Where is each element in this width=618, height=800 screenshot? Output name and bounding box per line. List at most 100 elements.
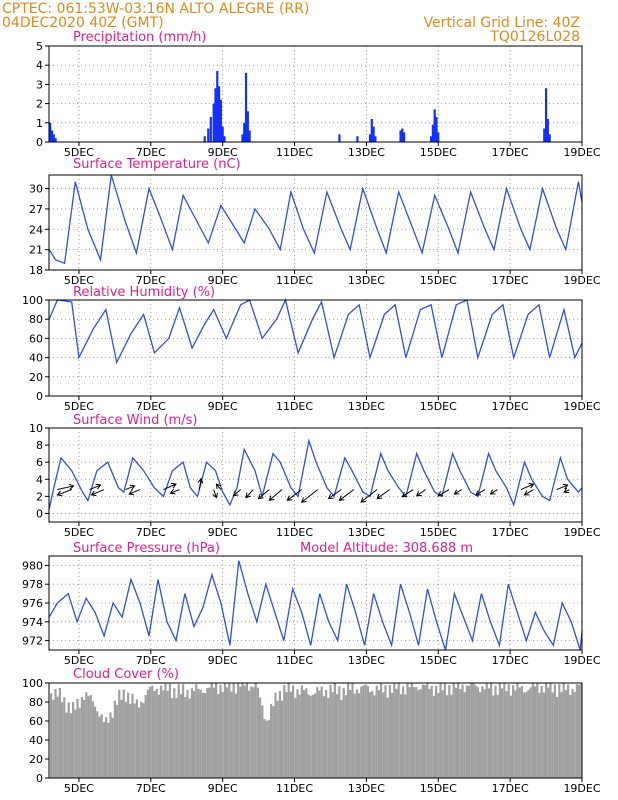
cloud-bar: [507, 684, 510, 778]
cloud-bar: [556, 696, 559, 778]
cloud-bar: [285, 691, 288, 778]
cloud-bar: [274, 692, 277, 778]
cloud-bar: [292, 685, 295, 778]
panel-4-xtick-label: 19DEC: [563, 526, 600, 539]
cloud-bar: [217, 694, 220, 778]
panel-6-xtick-label: 19DEC: [563, 782, 600, 795]
cloud-bar: [545, 683, 548, 778]
cloud-bar: [549, 683, 552, 778]
cloud-bar: [162, 690, 165, 778]
cloud-bar: [190, 688, 193, 778]
wind-vector: [475, 489, 486, 496]
cloud-bar: [419, 689, 422, 778]
cloud-bar: [272, 705, 275, 778]
cloud-bar: [369, 692, 372, 778]
cloud-bar: [105, 717, 108, 778]
cloud-bar: [177, 684, 180, 778]
wind-vector-head: [563, 487, 570, 494]
cloud-bar: [89, 694, 92, 778]
cloud-bar: [520, 686, 523, 778]
wind-vector-head: [128, 489, 135, 496]
wind-vector-head: [286, 495, 293, 501]
precip-bar: [203, 136, 206, 142]
panel-5-xtick-label: 15DEC: [420, 654, 457, 667]
cloud-bar: [327, 698, 330, 778]
panel-2-ytick-label: 21: [29, 244, 43, 257]
cloud-bar: [135, 699, 138, 778]
cloud-bar: [186, 690, 189, 778]
cloud-bar: [393, 683, 396, 778]
cloud-bar: [377, 690, 380, 778]
cloud-bar: [166, 690, 169, 778]
cloud-bar: [536, 683, 539, 778]
cloud-bar: [355, 689, 358, 778]
precip-bar: [246, 111, 249, 142]
cloud-bar: [492, 695, 495, 778]
panel-4-frame: [48, 427, 583, 523]
cloud-bar: [179, 694, 182, 778]
precip-bar: [244, 72, 248, 142]
panel-2-title: Surface Temperature (nC): [73, 157, 241, 172]
wind-vector-head: [90, 490, 97, 497]
panel-3-xtick-label: 17DEC: [492, 400, 529, 413]
cloud-bar: [69, 713, 72, 778]
cloud-bar: [494, 685, 497, 778]
cloud-bar: [483, 689, 486, 778]
cloud-bar: [564, 690, 567, 778]
cloud-bar: [366, 686, 369, 778]
cloud-bar: [316, 687, 319, 778]
panel-3-ytick-label: 60: [29, 332, 43, 345]
panel-6-xtick-label: 7DEC: [136, 782, 166, 795]
cloud-bar: [435, 685, 438, 778]
panel-1-ytick-label: 5: [36, 40, 43, 53]
panel-6-title: Cloud Cover (%): [73, 667, 179, 682]
cloud-bar: [109, 712, 112, 778]
cloud-bar: [210, 683, 213, 778]
precip-bar: [216, 70, 219, 142]
cloud-bar: [443, 683, 446, 778]
wind-vector: [125, 485, 135, 490]
cloud-bar: [234, 693, 237, 778]
panel-5-ytick-label: 978: [22, 578, 43, 591]
cloud-bar: [523, 692, 526, 778]
cloud-bar: [325, 689, 328, 778]
cloud-bar: [560, 691, 563, 778]
precip-bar: [368, 134, 372, 142]
cloud-bar: [441, 690, 444, 778]
panel-2-ytick-label: 24: [29, 223, 43, 236]
wind-vector: [198, 478, 202, 490]
wind-vector-head: [95, 483, 102, 490]
precip-bar: [374, 136, 377, 142]
wind-vector: [402, 489, 414, 498]
cloud-bar: [496, 694, 499, 778]
panel-6-ytick-label: 20: [29, 753, 43, 766]
cloud-bar: [201, 692, 204, 778]
cloud-bar: [281, 700, 284, 778]
cloud-bar: [309, 695, 312, 778]
panel-5-xtick-label: 19DEC: [563, 654, 600, 667]
wind-vector-head: [68, 483, 75, 490]
cloud-bar: [558, 684, 561, 778]
wind-vector: [490, 489, 498, 495]
cloud-bar: [265, 720, 268, 778]
cloud-bar: [465, 685, 468, 778]
cloud-bar: [270, 703, 273, 778]
cloud-bar: [204, 693, 207, 778]
cloud-bar: [311, 694, 314, 778]
panel-2-series-line: [48, 174, 583, 265]
cloud-bar: [516, 683, 519, 778]
wind-vector-head: [360, 497, 366, 503]
cloud-bar: [397, 683, 400, 778]
panel-5-ytick-label: 972: [22, 635, 43, 648]
cloud-bar: [146, 689, 149, 778]
wind-vector-head: [268, 495, 275, 501]
cloud-bar: [294, 697, 297, 778]
cloud-bar: [514, 690, 517, 778]
precip-bar: [401, 128, 404, 142]
panel-5-xtick-label: 7DEC: [136, 654, 166, 667]
panel-3-title: Relative Humidity (%): [73, 285, 215, 300]
header-run-time: 04DEC2020 40Z (GMT): [2, 15, 164, 31]
panel-5-xtick-label: 13DEC: [348, 654, 385, 667]
cloud-bar: [386, 697, 389, 778]
cloud-bar: [439, 683, 442, 778]
